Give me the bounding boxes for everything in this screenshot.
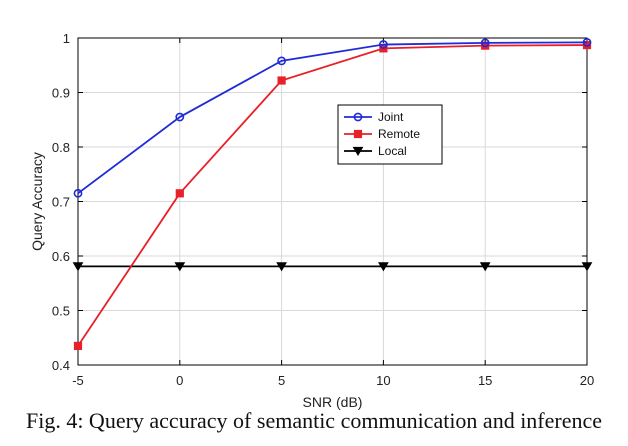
legend-marker-joint [353, 112, 363, 122]
series-remote-point [582, 40, 592, 50]
series-joint-point [175, 112, 185, 122]
grid [77, 37, 588, 366]
legend-item-joint: Joint [344, 110, 404, 124]
series-joint-point [73, 188, 83, 198]
series-remote-point [277, 76, 286, 85]
legend-marker-remote [353, 129, 363, 139]
series-remote [73, 40, 592, 351]
series-remote-line [77, 44, 588, 347]
legend-marker-local [352, 146, 364, 157]
x-tick-label: -5 [72, 373, 84, 388]
y-tick-label: 0.7 [52, 195, 70, 210]
series-joint-point [480, 38, 490, 48]
x-tick-label: 5 [278, 373, 285, 388]
series-local-point [479, 262, 491, 272]
y-axis-label: Query Accuracy [29, 152, 45, 251]
legend-label-local: Local [378, 144, 407, 158]
legend-item-remote: Remote [344, 127, 420, 141]
y-tick-label: 0.9 [52, 86, 70, 101]
y-tick-label: 0.8 [52, 140, 70, 155]
series-local-point [174, 262, 186, 272]
legend-item-local: Local [344, 144, 407, 158]
series-joint-point [582, 37, 592, 47]
series-joint-point [277, 56, 286, 66]
y-tick-label: 0.6 [52, 249, 70, 264]
x-tick-label: 10 [376, 373, 390, 388]
series-local-point [581, 262, 593, 272]
legend: Joint Remote Local [337, 104, 443, 165]
series [72, 37, 593, 351]
series-local-point [378, 262, 389, 272]
x-tick-label: 15 [478, 373, 492, 388]
x-tick-label: 20 [580, 373, 594, 388]
series-joint-point [378, 40, 388, 49]
legend-label-joint: Joint [378, 110, 404, 124]
series-joint-line [77, 41, 588, 195]
legend-label-remote: Remote [378, 127, 420, 141]
series-local-point [72, 262, 84, 272]
y-tick-label: 0.5 [52, 304, 70, 319]
figure-caption: Fig. 4: Query accuracy of semantic commu… [25, 408, 603, 433]
series-local-point [276, 262, 287, 272]
x-tick-label: 0 [176, 373, 183, 388]
series-local [72, 262, 593, 272]
y-tick-label: 0.4 [52, 358, 70, 373]
series-joint [73, 37, 592, 198]
y-tick-label: 1 [63, 31, 70, 46]
series-remote-point [73, 341, 83, 351]
ticks: -5 0 5 10 15 20 0.4 0.5 0.6 0.7 0.8 0.9 1 [52, 31, 594, 388]
x-axis-label: SNR (dB) [303, 394, 363, 410]
series-remote-point [175, 189, 184, 198]
